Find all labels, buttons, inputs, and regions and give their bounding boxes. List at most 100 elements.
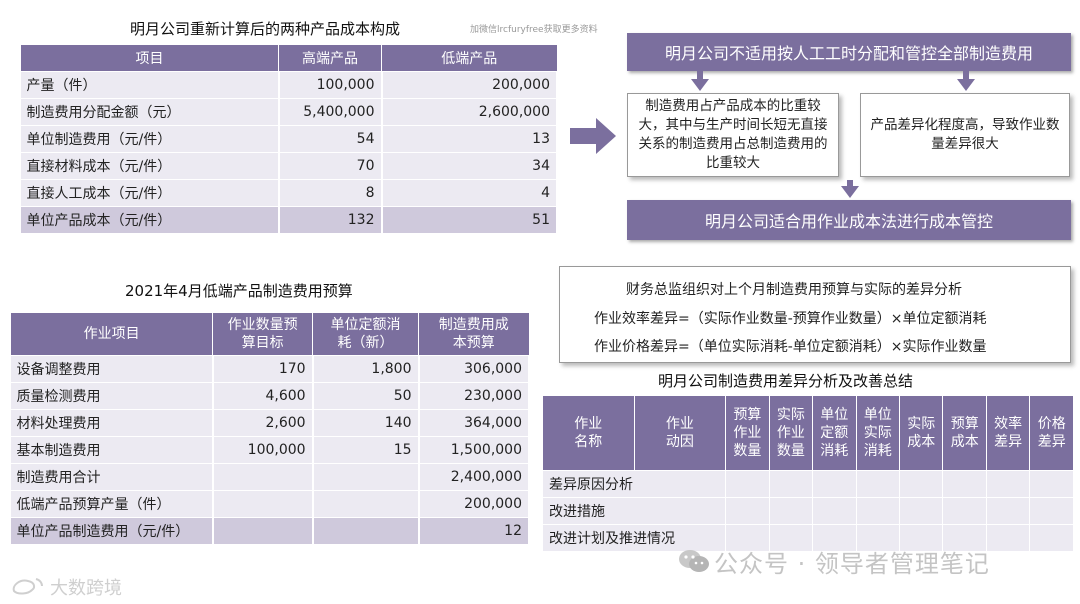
cost-cell: 54 [278, 125, 383, 153]
variance-header-line: 单位 [863, 407, 892, 423]
cost-row: 直接材料成本（元/件） 70 34 [20, 152, 558, 180]
variance-header-cell: 作业 动因 [633, 395, 727, 471]
wechat-icon [678, 548, 710, 574]
flow-right-box: 产品差异化程度高，导致作业数量差异很大 [860, 93, 1070, 177]
cost-cell: 制造费用分配金额（元） [20, 98, 280, 126]
variance-header-cell: 作业 名称 [542, 395, 635, 471]
budget-cell: 15 [312, 436, 420, 464]
budget-header-line: 作业数量预 [227, 317, 298, 333]
budget-cell: 1,800 [312, 355, 420, 383]
variance-cell [768, 497, 814, 525]
variance-header-line: 动因 [665, 434, 694, 450]
right-arrow-icon [570, 118, 616, 154]
budget-header-cell: 作业项目 [9, 312, 214, 356]
cost-cell: 13 [381, 125, 558, 153]
budget-header-line: 耗（新） [337, 335, 394, 351]
variance-cell [985, 470, 1031, 498]
budget-row: 低端产品预算产量（件） 200,000 [10, 490, 531, 518]
cost-cell: 直接人工成本（元/件） [20, 179, 280, 207]
variance-header-line: 成本 [907, 434, 936, 450]
budget-row: 设备调整费用 170 1,800 306,000 [10, 355, 531, 383]
formula-box: 财务总监组织对上个月制造费用预算与实际的差异分析 作业效率差异=（实际作业数量-… [559, 266, 1071, 363]
variance-header-cell: 效率 差异 [985, 395, 1031, 471]
cost-cell: 5,400,000 [278, 98, 383, 126]
variance-header-line: 实际 [863, 425, 892, 441]
budget-cell [312, 463, 420, 491]
variance-row-label: 改进计划及推进情况 [541, 524, 727, 552]
variance-header-line: 数量 [733, 443, 762, 459]
flow-arrow-down-left [691, 79, 709, 91]
flow-arrow-stem-left [697, 71, 703, 79]
variance-cell [1029, 497, 1074, 525]
variance-cell [855, 470, 901, 498]
cost-cell: 70 [278, 152, 383, 180]
variance-cell [985, 497, 1031, 525]
budget-cell: 4,600 [212, 382, 314, 410]
variance-cell [812, 497, 857, 525]
flow-arrow-down-right [957, 79, 975, 91]
budget-cell: 364,000 [418, 409, 531, 437]
variance-header-line: 数量 [776, 443, 805, 459]
variance-cell [812, 524, 857, 552]
cost-table-title: 明月公司重新计算后的两种产品成本构成 [130, 20, 401, 38]
budget-cell: 50 [312, 382, 420, 410]
budget-cell: 材料处理费用 [10, 409, 214, 437]
variance-cell [942, 497, 987, 525]
variance-header-line: 消耗 [820, 443, 849, 459]
cost-cell: 单位制造费用（元/件） [20, 125, 280, 153]
budget-header-cell: 单位定额消耗（新） [312, 312, 420, 356]
bottom-left-watermark: 大数跨境 [50, 578, 122, 599]
variance-header-line: 作业 [665, 416, 694, 432]
variance-header-cell: 实际 作业 数量 [768, 395, 814, 471]
budget-cell: 2,600 [212, 409, 314, 437]
variance-table: 作业 名称 作业 动因 预算 作业 数量 实际 作业 数量 单位 定额 消耗 单位 实际 消耗 实际 成本 预算 成本… [541, 395, 1074, 552]
formula-price: 作业价格差异=（单位实际消耗-单位定额消耗）×实际作业数量 [594, 339, 987, 355]
flow-left-box: 制造费用占产品成本的比重较大，其中与生产时间长短无直接关系的制造费用占总制造费用… [627, 93, 839, 177]
budget-cell: 170 [212, 355, 314, 383]
budget-header-line: 算目标 [241, 335, 284, 351]
cost-cell: 单位产品成本（元/件） [20, 206, 280, 234]
cost-table: 项目 高端产品 低端产品 产量（件） 100,000 200,000 制造费用分配金额… [20, 44, 558, 234]
budget-cell: 单位产品制造费用（元/件） [10, 517, 214, 545]
budget-table-title: 2021年4月低端产品制造费用预算 [125, 282, 353, 300]
budget-cell [212, 463, 314, 491]
variance-header-cell: 预算 作业 数量 [725, 395, 770, 471]
variance-header-line: 差异 [1037, 434, 1066, 450]
formula-title: 财务总监组织对上个月制造费用预算与实际的差异分析 [626, 282, 962, 298]
variance-cell [768, 524, 814, 552]
variance-cell [898, 524, 944, 552]
budget-cell: 200,000 [418, 490, 531, 518]
weibo-icon [10, 576, 46, 596]
flow-arrow-stem-bottom [847, 180, 853, 186]
variance-row: 改进措施 [541, 497, 1074, 525]
variance-header-line: 效率 [994, 416, 1023, 432]
budget-header-line: 单位定额消 [330, 317, 401, 333]
variance-cell [1029, 470, 1074, 498]
flow-bottom-box: 明月公司适合用作业成本法进行成本管控 [627, 200, 1071, 240]
cost-cell: 100,000 [278, 71, 383, 99]
top-watermark: 加微信lrcfuryfree获取更多资料 [470, 25, 598, 35]
variance-row-label: 改进措施 [541, 497, 727, 525]
variance-cell [1029, 524, 1074, 552]
budget-total-row: 单位产品制造费用（元/件） 12 [10, 517, 531, 545]
formula-efficiency: 作业效率差异=（实际作业数量-预算作业数量）×单位定额消耗 [594, 311, 987, 327]
budget-row: 制造费用合计 2,400,000 [10, 463, 531, 491]
variance-header-line: 消耗 [863, 443, 892, 459]
variance-row: 改进计划及推进情况 [541, 524, 1074, 552]
cost-row: 产量（件） 100,000 200,000 [20, 71, 558, 99]
budget-cell: 低端产品预算产量（件） [10, 490, 214, 518]
cost-cell: 直接材料成本（元/件） [20, 152, 280, 180]
budget-header-cell: 作业数量预 算目标 [212, 312, 314, 356]
variance-header-line: 名称 [574, 434, 603, 450]
budget-cell [312, 490, 420, 518]
cost-cell: 51 [381, 206, 558, 234]
variance-row-label: 差异原因分析 [541, 470, 727, 498]
variance-cell [898, 470, 944, 498]
cost-cell: 132 [278, 206, 383, 234]
variance-header-line: 作业 [574, 416, 603, 432]
flow-top-box: 明月公司不适用按人工工时分配和管控全部制造费用 [627, 33, 1071, 71]
cost-cell: 4 [381, 179, 558, 207]
cost-row: 单位制造费用（元/件） 54 13 [20, 125, 558, 153]
cost-cell: 产量（件） [20, 71, 280, 99]
variance-cell [985, 524, 1031, 552]
